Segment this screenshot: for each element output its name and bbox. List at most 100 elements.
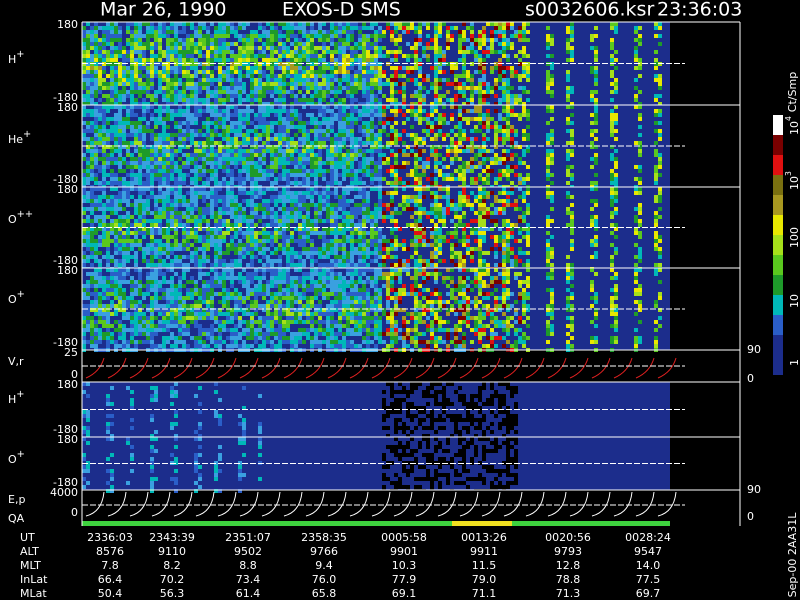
cell (234, 243, 238, 247)
cell (430, 113, 434, 117)
cell (350, 82, 354, 86)
cell (342, 129, 346, 133)
cell (594, 66, 598, 70)
cell (166, 54, 170, 58)
cell (258, 90, 262, 94)
cell (482, 137, 486, 141)
cell (594, 102, 598, 106)
cell (118, 239, 122, 243)
cell (202, 109, 206, 113)
cell (102, 169, 106, 173)
cell (594, 26, 598, 30)
cell (126, 247, 130, 251)
cell (546, 42, 550, 46)
cell (322, 38, 326, 42)
cell (110, 259, 114, 263)
cell (546, 169, 550, 173)
cell (122, 191, 126, 195)
cell (194, 117, 198, 121)
cell (358, 113, 362, 117)
cell (266, 263, 270, 267)
cell (110, 231, 114, 235)
cell (102, 207, 106, 211)
cell (446, 46, 450, 50)
cell (458, 82, 462, 86)
cell (350, 177, 354, 181)
cell (302, 121, 306, 125)
cell (298, 42, 302, 46)
cell (550, 181, 554, 185)
cell (434, 145, 438, 149)
cell (382, 46, 386, 50)
cell (306, 161, 310, 165)
cell (166, 34, 170, 38)
cell (506, 86, 510, 90)
cell (202, 251, 206, 255)
cell (350, 133, 354, 137)
cell (166, 90, 170, 94)
cell (294, 211, 298, 215)
cell (570, 165, 574, 169)
cell (314, 137, 318, 141)
cell (238, 54, 242, 58)
cell (394, 98, 398, 102)
cell (330, 30, 334, 34)
cell (146, 149, 150, 153)
cell (146, 34, 150, 38)
cell (258, 98, 262, 102)
cell (198, 177, 202, 181)
cell (306, 239, 310, 243)
cell (294, 145, 298, 149)
cell (270, 195, 274, 199)
cell (106, 165, 110, 169)
cell (462, 46, 466, 50)
cell (278, 66, 282, 70)
cell (310, 30, 314, 34)
cell (330, 207, 334, 211)
cell (470, 161, 474, 165)
cell (118, 102, 122, 106)
cell (130, 22, 134, 26)
cell (194, 215, 198, 219)
cell (102, 165, 106, 169)
cell (234, 215, 238, 219)
cell (90, 251, 94, 255)
cell (246, 94, 250, 98)
cell (294, 42, 298, 46)
cell (126, 58, 130, 62)
cell (226, 34, 230, 38)
instrument: EXOS-D SMS (282, 0, 401, 21)
cell (362, 109, 366, 113)
cell (270, 239, 274, 243)
cell (434, 38, 438, 42)
cell (242, 46, 246, 50)
cell (86, 30, 90, 34)
cell (214, 58, 218, 62)
cell (550, 74, 554, 78)
cell (122, 195, 126, 199)
cell (346, 165, 350, 169)
cell (122, 207, 126, 211)
cell (350, 187, 354, 191)
cell (90, 211, 94, 215)
cell (242, 207, 246, 211)
cell (458, 129, 462, 133)
cell (362, 187, 366, 191)
cell (570, 22, 574, 26)
cell (342, 195, 346, 199)
cell (318, 70, 322, 74)
cell (202, 98, 206, 102)
cell (290, 50, 294, 54)
cell (254, 169, 258, 173)
cell (326, 157, 330, 161)
cell (182, 66, 186, 70)
cell (238, 58, 242, 62)
cell (310, 121, 314, 125)
cell (258, 239, 262, 243)
cell (294, 113, 298, 117)
cell (270, 102, 274, 106)
cell (410, 26, 414, 30)
cell (302, 46, 306, 50)
cell (94, 195, 98, 199)
cell (614, 30, 618, 34)
